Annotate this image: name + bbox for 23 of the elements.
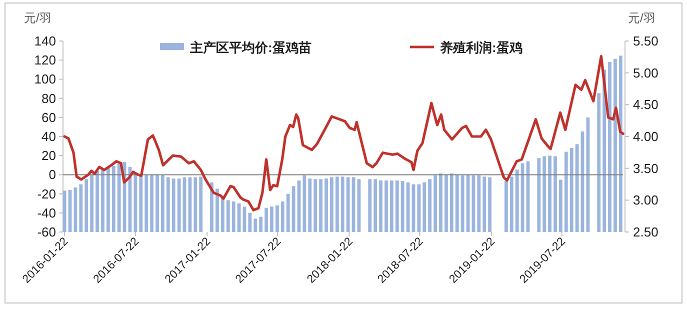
line-series — [63, 54, 624, 212]
y2-tick-label: 5.50 — [633, 34, 658, 48]
y-tick-label: 60 — [42, 110, 56, 125]
y2-tick-label: 4.00 — [633, 129, 658, 144]
y-tick-label: -20 — [37, 186, 56, 202]
y2-tick-label: 5.00 — [633, 65, 658, 80]
y-tick-label: 140 — [34, 34, 56, 48]
y2-tick-label: 3.00 — [633, 192, 658, 208]
y2-axis-title: 元/羽 — [628, 11, 656, 25]
y-tick-label: 20 — [42, 148, 56, 164]
y-tick-label: -40 — [37, 205, 56, 220]
y-tick-label: 0 — [48, 167, 56, 182]
y-tick-label: 100 — [34, 72, 56, 87]
y-tick-label: 80 — [42, 90, 56, 106]
legend-label: 主产区平均价:蛋鸡苗 — [189, 40, 312, 55]
y2-tick-label: 3.50 — [633, 160, 658, 176]
y-axis-title: 元/羽 — [24, 11, 52, 25]
y2-tick-label: 4.50 — [633, 97, 658, 112]
legend-label: 养殖利润:蛋鸡 — [439, 40, 522, 55]
y-tick-label: 120 — [34, 52, 56, 68]
y-tick-label: 40 — [42, 129, 56, 144]
y-tick-label: -60 — [37, 224, 56, 240]
y2-tick-label: 2.50 — [633, 224, 658, 240]
